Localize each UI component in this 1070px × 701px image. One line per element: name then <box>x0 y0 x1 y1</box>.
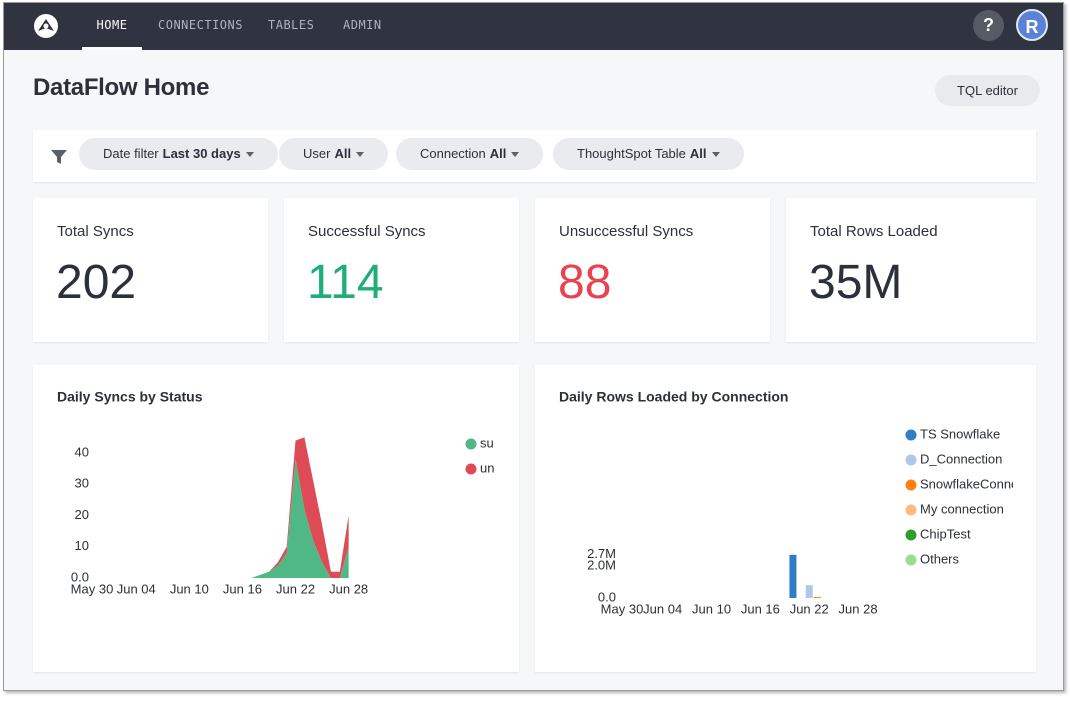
legend: TS Snowflake D_Connection SnowflakeConne My… <box>905 426 1018 566</box>
legend-label: Others <box>920 551 960 566</box>
x-tick-label: May 30 <box>71 581 114 596</box>
chart-title: Daily Syncs by Status <box>57 389 203 405</box>
filter-pill[interactable]: Connection All <box>396 138 544 170</box>
x-tick-label: Jun 22 <box>276 581 315 596</box>
nav-item[interactable]: ADMIN <box>343 18 382 32</box>
page-title: DataFlow Home <box>33 74 210 101</box>
kpi-card: Total Syncs 202 <box>33 198 268 342</box>
x-tick-label: May 30 <box>601 601 644 616</box>
x-tick-label: Jun 04 <box>117 581 156 596</box>
nav-item[interactable]: HOME <box>82 3 142 50</box>
kpi-card: Total Rows Loaded 35M <box>786 198 1036 342</box>
kpi-value: 35M <box>809 256 903 309</box>
chart: Daily Rows Loaded by Connection 0.0 2.0M2.… <box>559 389 1018 617</box>
y-tick-label: 0.0 <box>598 589 616 604</box>
caret <box>711 152 720 158</box>
filter-icon[interactable] <box>51 150 67 164</box>
legend: su un <box>465 435 494 475</box>
filter-pill[interactable]: ThoughtSpot Table All <box>553 138 744 170</box>
kpi-value: 202 <box>56 256 137 309</box>
y-tick-label: 2.7M <box>587 546 616 561</box>
x-tick-label: Jun 04 <box>643 601 682 616</box>
legend-swatch <box>905 529 917 541</box>
legend-label: D_Connection <box>920 451 1002 466</box>
kpi-value: 88 <box>558 256 612 309</box>
legend-swatch <box>465 463 477 475</box>
bar <box>813 597 821 598</box>
y-tick-label: 0.0 <box>71 569 89 584</box>
kpi-label: Successful Syncs <box>308 223 426 240</box>
filter-value: Last 30 days <box>162 146 241 161</box>
nav-item[interactable]: TABLES <box>268 18 315 32</box>
kpi-value: 114 <box>307 256 384 309</box>
tql-editor-button[interactable]: TQL editor <box>935 75 1040 106</box>
filter-pill[interactable]: User All <box>279 138 389 170</box>
y-tick-label: 2.0M <box>587 557 616 572</box>
chart-card: Daily Rows Loaded by Connection 0.0 2.0M 2.… <box>535 365 1036 672</box>
caret <box>511 152 520 158</box>
avatar[interactable]: R <box>1016 9 1048 41</box>
caret <box>245 152 254 158</box>
y-tick-label: 10 <box>75 538 89 553</box>
filter-label: ThoughtSpot Table <box>577 146 686 161</box>
legend-swatch <box>905 479 917 491</box>
kpi-card: Successful Syncs 114 <box>284 198 519 342</box>
legend-label: My connection <box>920 501 1004 516</box>
x-tick-label: Jun 16 <box>223 581 262 596</box>
filter-label: Connection <box>420 146 486 161</box>
x-tick-label: Jun 22 <box>790 601 829 616</box>
filter-value: All <box>489 146 507 161</box>
filter-label: Date filter <box>103 146 159 161</box>
y-tick-label: 30 <box>75 476 89 491</box>
filter-label: User <box>303 146 331 161</box>
kpi-label: Unsuccessful Syncs <box>559 223 694 240</box>
x-tick-label: Jun 28 <box>839 601 878 616</box>
help-button[interactable]: ? <box>973 10 1004 41</box>
legend-swatch <box>465 438 477 450</box>
kpi-label: Total Rows Loaded <box>810 223 938 240</box>
kpi-card: Unsuccessful Syncs 88 <box>535 198 770 342</box>
chart-card: Daily Syncs by Status 0.0 10 20 30 40 May 30 Ju… <box>33 365 519 672</box>
caret <box>356 152 365 158</box>
y-tick-label: 20 <box>75 507 89 522</box>
area <box>251 459 349 578</box>
filter-value: All <box>689 146 707 161</box>
bar <box>789 554 797 598</box>
x-tick-label: Jun 16 <box>741 601 780 616</box>
legend-label: TS Snowflake <box>920 426 1000 441</box>
legend-swatch <box>905 504 917 516</box>
area <box>251 437 349 578</box>
legend-swatch <box>905 554 917 566</box>
legend-swatch <box>905 454 917 466</box>
chart-title: Daily Rows Loaded by Connection <box>559 389 788 405</box>
legend-label: SnowflakeConne <box>920 476 1018 491</box>
legend-label: ChipTest <box>920 526 971 541</box>
legend-label: su <box>480 435 494 450</box>
filter-pill[interactable]: Date filter Last 30 days <box>79 138 278 170</box>
nav-item[interactable]: CONNECTIONS <box>158 18 243 32</box>
kpi-label: Total Syncs <box>57 223 134 240</box>
filter-value: All <box>334 146 352 161</box>
nav-bar <box>4 3 1063 50</box>
x-tick-label: Jun 28 <box>329 581 368 596</box>
x-tick-label: Jun 10 <box>170 581 209 596</box>
logo[interactable] <box>33 13 59 39</box>
legend-label: un <box>480 460 494 475</box>
x-tick-label: Jun 10 <box>692 601 731 616</box>
legend-swatch <box>905 429 917 441</box>
bar <box>805 585 813 598</box>
y-tick-label: 40 <box>75 444 89 459</box>
